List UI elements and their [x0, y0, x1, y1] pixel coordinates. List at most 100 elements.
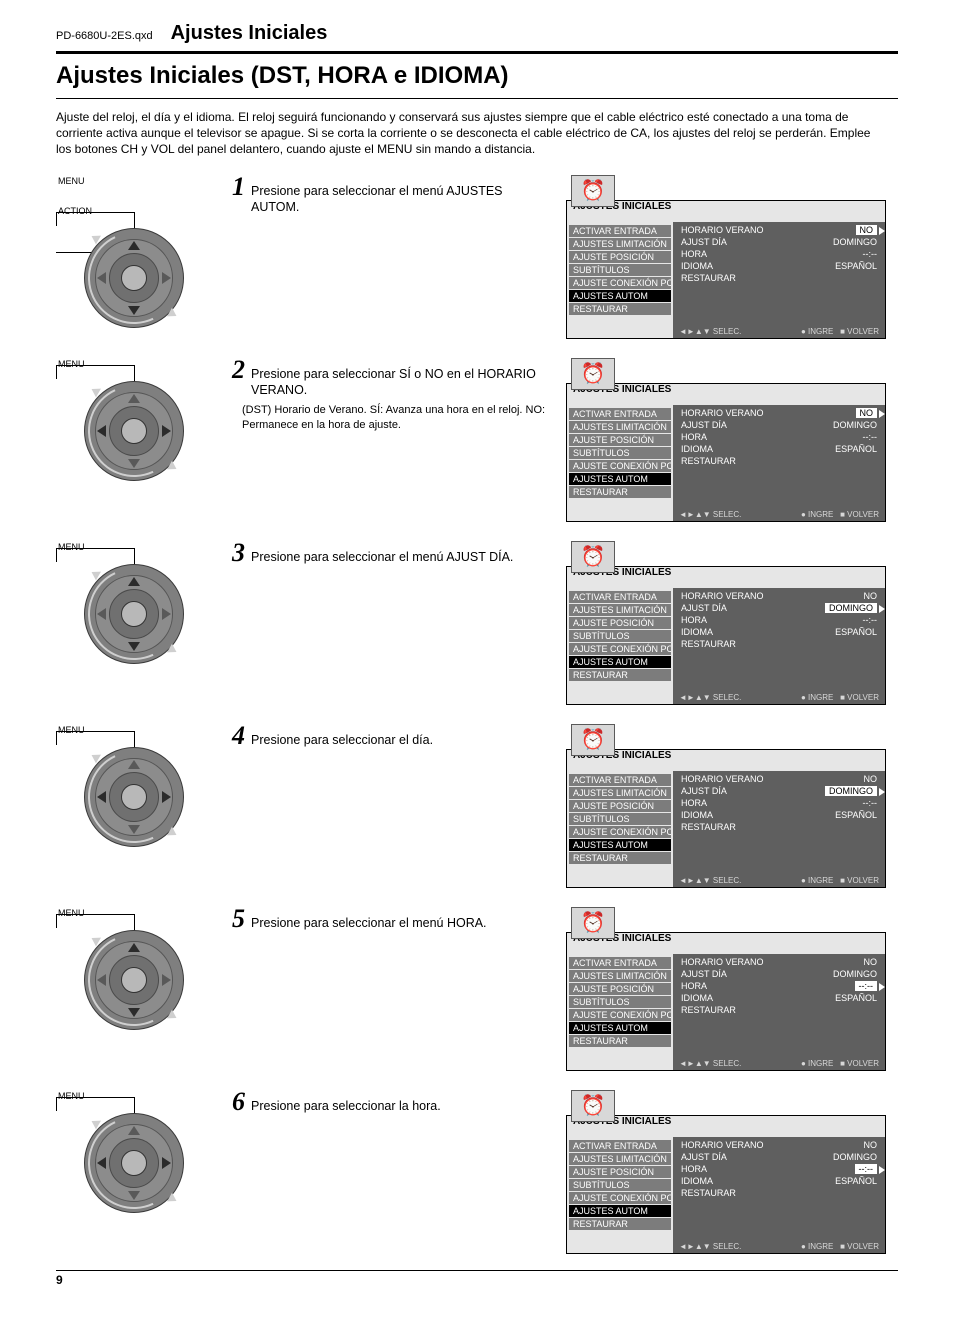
- osd-value-row[interactable]: IDIOMAESPAÑOL: [679, 1175, 879, 1187]
- clock-settings-icon: ⏰: [571, 1090, 615, 1122]
- osd-menu-item[interactable]: SUBTÍTULOS: [569, 447, 671, 459]
- osd-menu-item[interactable]: AJUSTES LIMITACIÓN: [569, 604, 671, 616]
- osd-value-key: HORARIO VERANO: [681, 225, 764, 235]
- osd-value-key: HORARIO VERANO: [681, 591, 764, 601]
- osd-value-row[interactable]: RESTAURAR: [679, 1004, 879, 1016]
- osd-menu-item[interactable]: RESTAURAR: [569, 669, 671, 681]
- osd-menu-item[interactable]: AJUSTE CONEXIÓN PC: [569, 277, 671, 289]
- osd-menu-item[interactable]: ACTIVAR ENTRADA: [569, 408, 671, 420]
- osd-menu-item[interactable]: AJUSTE POSICIÓN: [569, 800, 671, 812]
- osd-menu-item[interactable]: AJUSTES LIMITACIÓN: [569, 421, 671, 433]
- osd-menu-list: ACTIVAR ENTRADAAJUSTES LIMITACIÓNAJUSTE …: [567, 405, 673, 521]
- osd-value-row[interactable]: HORA--:--: [679, 248, 879, 260]
- osd-value-row[interactable]: HORARIO VERANONO: [679, 1139, 879, 1151]
- osd-value-key: HORA: [681, 798, 707, 808]
- osd-menu-item[interactable]: ACTIVAR ENTRADA: [569, 591, 671, 603]
- osd-value-row[interactable]: HORA--:--: [679, 614, 879, 626]
- osd-menu-item[interactable]: RESTAURAR: [569, 1218, 671, 1230]
- osd-screen: ⏰AJUSTES INICIALESACTIVAR ENTRADAAJUSTES…: [566, 200, 886, 339]
- osd-menu-item[interactable]: AJUSTES AUTOM: [569, 839, 671, 851]
- osd-value-row[interactable]: IDIOMAESPAÑOL: [679, 809, 879, 821]
- osd-menu-item[interactable]: AJUSTES AUTOM: [569, 473, 671, 485]
- osd-value-row[interactable]: AJUST DÍADOMINGO: [679, 785, 879, 797]
- osd-value-row[interactable]: RESTAURAR: [679, 455, 879, 467]
- osd-menu-item[interactable]: AJUSTE CONEXIÓN PC: [569, 1009, 671, 1021]
- osd-menu-item[interactable]: SUBTÍTULOS: [569, 813, 671, 825]
- osd-value-row[interactable]: HORA--:--: [679, 1163, 879, 1175]
- osd-menu-item[interactable]: SUBTÍTULOS: [569, 264, 671, 276]
- osd-value-val: NO: [860, 957, 878, 967]
- osd-menu-item[interactable]: RESTAURAR: [569, 1035, 671, 1047]
- osd-menu-item[interactable]: AJUSTES LIMITACIÓN: [569, 1153, 671, 1165]
- osd-menu-item[interactable]: RESTAURAR: [569, 852, 671, 864]
- osd-menu-item[interactable]: AJUSTES LIMITACIÓN: [569, 238, 671, 250]
- osd-value-row[interactable]: HORARIO VERANONO: [679, 590, 879, 602]
- osd-value-row[interactable]: AJUST DÍADOMINGO: [679, 419, 879, 431]
- osd-value-key: IDIOMA: [681, 810, 713, 820]
- osd-menu-item[interactable]: AJUSTES AUTOM: [569, 656, 671, 668]
- osd-value-row[interactable]: HORA--:--: [679, 797, 879, 809]
- osd-menu-item[interactable]: AJUSTES AUTOM: [569, 290, 671, 302]
- step-text: Presione para seleccionar el menú HORA.: [251, 915, 487, 932]
- osd-value-key: RESTAURAR: [681, 273, 736, 283]
- osd-menu-list: ACTIVAR ENTRADAAJUSTES LIMITACIÓNAJUSTE …: [567, 222, 673, 338]
- osd-value-key: IDIOMA: [681, 444, 713, 454]
- osd-value-row[interactable]: IDIOMAESPAÑOL: [679, 992, 879, 1004]
- osd-menu-item[interactable]: ACTIVAR ENTRADA: [569, 1140, 671, 1152]
- osd-menu-item[interactable]: AJUSTE POSICIÓN: [569, 1166, 671, 1178]
- osd-menu-item[interactable]: ACTIVAR ENTRADA: [569, 225, 671, 237]
- osd-value-key: RESTAURAR: [681, 1005, 736, 1015]
- osd-menu-item[interactable]: SUBTÍTULOS: [569, 630, 671, 642]
- osd-menu-item[interactable]: AJUSTE CONEXIÓN PC: [569, 1192, 671, 1204]
- osd-value-key: HORARIO VERANO: [681, 774, 764, 784]
- osd-menu-item[interactable]: SUBTÍTULOS: [569, 1179, 671, 1191]
- osd-value-row[interactable]: HORARIO VERANONO: [679, 407, 879, 419]
- osd-value-row[interactable]: AJUST DÍADOMINGO: [679, 1151, 879, 1163]
- osd-value-row[interactable]: HORARIO VERANONO: [679, 224, 879, 236]
- osd-value-row[interactable]: HORA--:--: [679, 431, 879, 443]
- osd-value-val: DOMINGO: [825, 786, 877, 796]
- osd-value-row[interactable]: RESTAURAR: [679, 272, 879, 284]
- osd-value-val: ESPAÑOL: [831, 627, 877, 637]
- osd-value-row[interactable]: RESTAURAR: [679, 821, 879, 833]
- osd-menu-item[interactable]: AJUSTES LIMITACIÓN: [569, 970, 671, 982]
- osd-value-key: AJUST DÍA: [681, 420, 727, 430]
- osd-value-row[interactable]: HORA--:--: [679, 980, 879, 992]
- step-text: Presione para seleccionar el menú AJUSTE…: [251, 183, 552, 217]
- osd-menu-item[interactable]: AJUSTE CONEXIÓN PC: [569, 643, 671, 655]
- osd-menu-item[interactable]: AJUSTE CONEXIÓN PC: [569, 826, 671, 838]
- osd-hint: ◄►▲▼ SELEC.● INGRE ■ VOLVER: [679, 1242, 879, 1251]
- osd-menu-item[interactable]: ACTIVAR ENTRADA: [569, 957, 671, 969]
- osd-value-key: IDIOMA: [681, 261, 713, 271]
- osd-menu-item[interactable]: AJUSTE CONEXIÓN PC: [569, 460, 671, 472]
- osd-menu-item[interactable]: RESTAURAR: [569, 303, 671, 315]
- osd-menu-item[interactable]: AJUSTE POSICIÓN: [569, 251, 671, 263]
- osd-menu-list: ACTIVAR ENTRADAAJUSTES LIMITACIÓNAJUSTE …: [567, 1137, 673, 1253]
- osd-value-row[interactable]: AJUST DÍADOMINGO: [679, 236, 879, 248]
- osd-menu-item[interactable]: RESTAURAR: [569, 486, 671, 498]
- osd-values-panel: HORARIO VERANONOAJUST DÍADOMINGOHORA--:-…: [673, 771, 885, 887]
- osd-menu-item[interactable]: AJUSTE POSICIÓN: [569, 617, 671, 629]
- osd-value-row[interactable]: IDIOMAESPAÑOL: [679, 260, 879, 272]
- osd-value-row[interactable]: AJUST DÍADOMINGO: [679, 968, 879, 980]
- osd-value-row[interactable]: AJUST DÍADOMINGO: [679, 602, 879, 614]
- osd-menu-item[interactable]: ACTIVAR ENTRADA: [569, 774, 671, 786]
- osd-screen: ⏰AJUSTES INICIALESACTIVAR ENTRADAAJUSTES…: [566, 749, 886, 888]
- osd-menu-item[interactable]: SUBTÍTULOS: [569, 996, 671, 1008]
- osd-value-row[interactable]: IDIOMAESPAÑOL: [679, 626, 879, 638]
- osd-value-row[interactable]: RESTAURAR: [679, 638, 879, 650]
- osd-menu-item[interactable]: AJUSTE POSICIÓN: [569, 434, 671, 446]
- osd-hint: ◄►▲▼ SELEC.● INGRE ■ VOLVER: [679, 1059, 879, 1068]
- osd-menu-item[interactable]: AJUSTE POSICIÓN: [569, 983, 671, 995]
- osd-menu-item[interactable]: AJUSTES AUTOM: [569, 1022, 671, 1034]
- osd-hint: ◄►▲▼ SELEC.● INGRE ■ VOLVER: [679, 327, 879, 336]
- osd-value-key: HORA: [681, 615, 707, 625]
- osd-value-row[interactable]: RESTAURAR: [679, 1187, 879, 1199]
- osd-menu-item[interactable]: AJUSTES LIMITACIÓN: [569, 787, 671, 799]
- osd-value-row[interactable]: HORARIO VERANONO: [679, 956, 879, 968]
- nav-dial: [56, 1097, 206, 1217]
- osd-value-row[interactable]: HORARIO VERANONO: [679, 773, 879, 785]
- osd-menu-item[interactable]: AJUSTES AUTOM: [569, 1205, 671, 1217]
- osd-value-row[interactable]: IDIOMAESPAÑOL: [679, 443, 879, 455]
- osd-value-val: ESPAÑOL: [831, 993, 877, 1003]
